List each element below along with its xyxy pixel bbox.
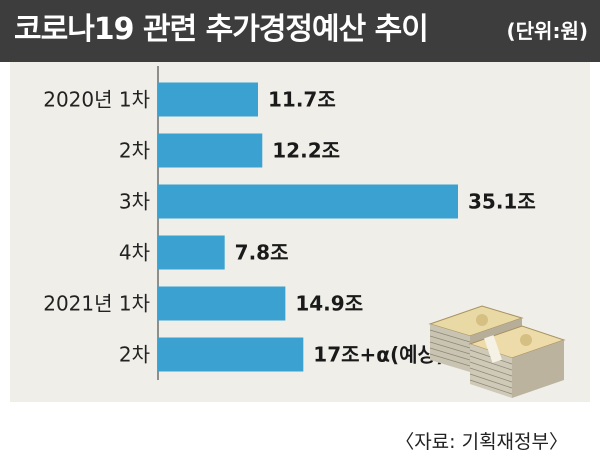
category-label: 2차	[119, 139, 150, 163]
header-bar: 코로나19 관련 추가경정예산 추이 (단위:원)	[0, 0, 600, 62]
bar	[158, 82, 258, 117]
category-label: 3차	[119, 190, 150, 214]
category-label: 2차	[119, 343, 150, 367]
bar-chart: 2020년 1차 11.7조 2차 12.2조 3차 35.1조 4차 7.8조 2021년 1…	[43, 66, 536, 380]
data-label: 7.8조	[235, 241, 289, 265]
data-label: 11.7조	[268, 88, 336, 112]
category-label: 4차	[119, 241, 150, 265]
data-label: 14.9조	[295, 292, 363, 316]
chart-panel: 2020년 1차 11.7조 2차 12.2조 3차 35.1조 4차 7.8조 2021년 1…	[10, 62, 590, 453]
source-note: 〈자료: 기획재정부〉	[395, 431, 568, 453]
bar	[158, 286, 286, 321]
bar	[158, 337, 304, 372]
money-bundle-icon	[428, 305, 566, 398]
bar	[158, 133, 263, 168]
data-label: 35.1조	[468, 190, 536, 214]
category-label: 2021년 1차	[43, 292, 150, 316]
category-label: 2020년 1차	[43, 88, 150, 112]
data-label: 17조+α(예상)	[313, 343, 445, 367]
data-label: 12.2조	[272, 139, 340, 163]
unit-label: (단위:원)	[506, 19, 588, 43]
bar	[158, 235, 225, 270]
bar	[158, 184, 458, 219]
chart-title: 코로나19 관련 추가경정예산 추이	[14, 12, 429, 47]
